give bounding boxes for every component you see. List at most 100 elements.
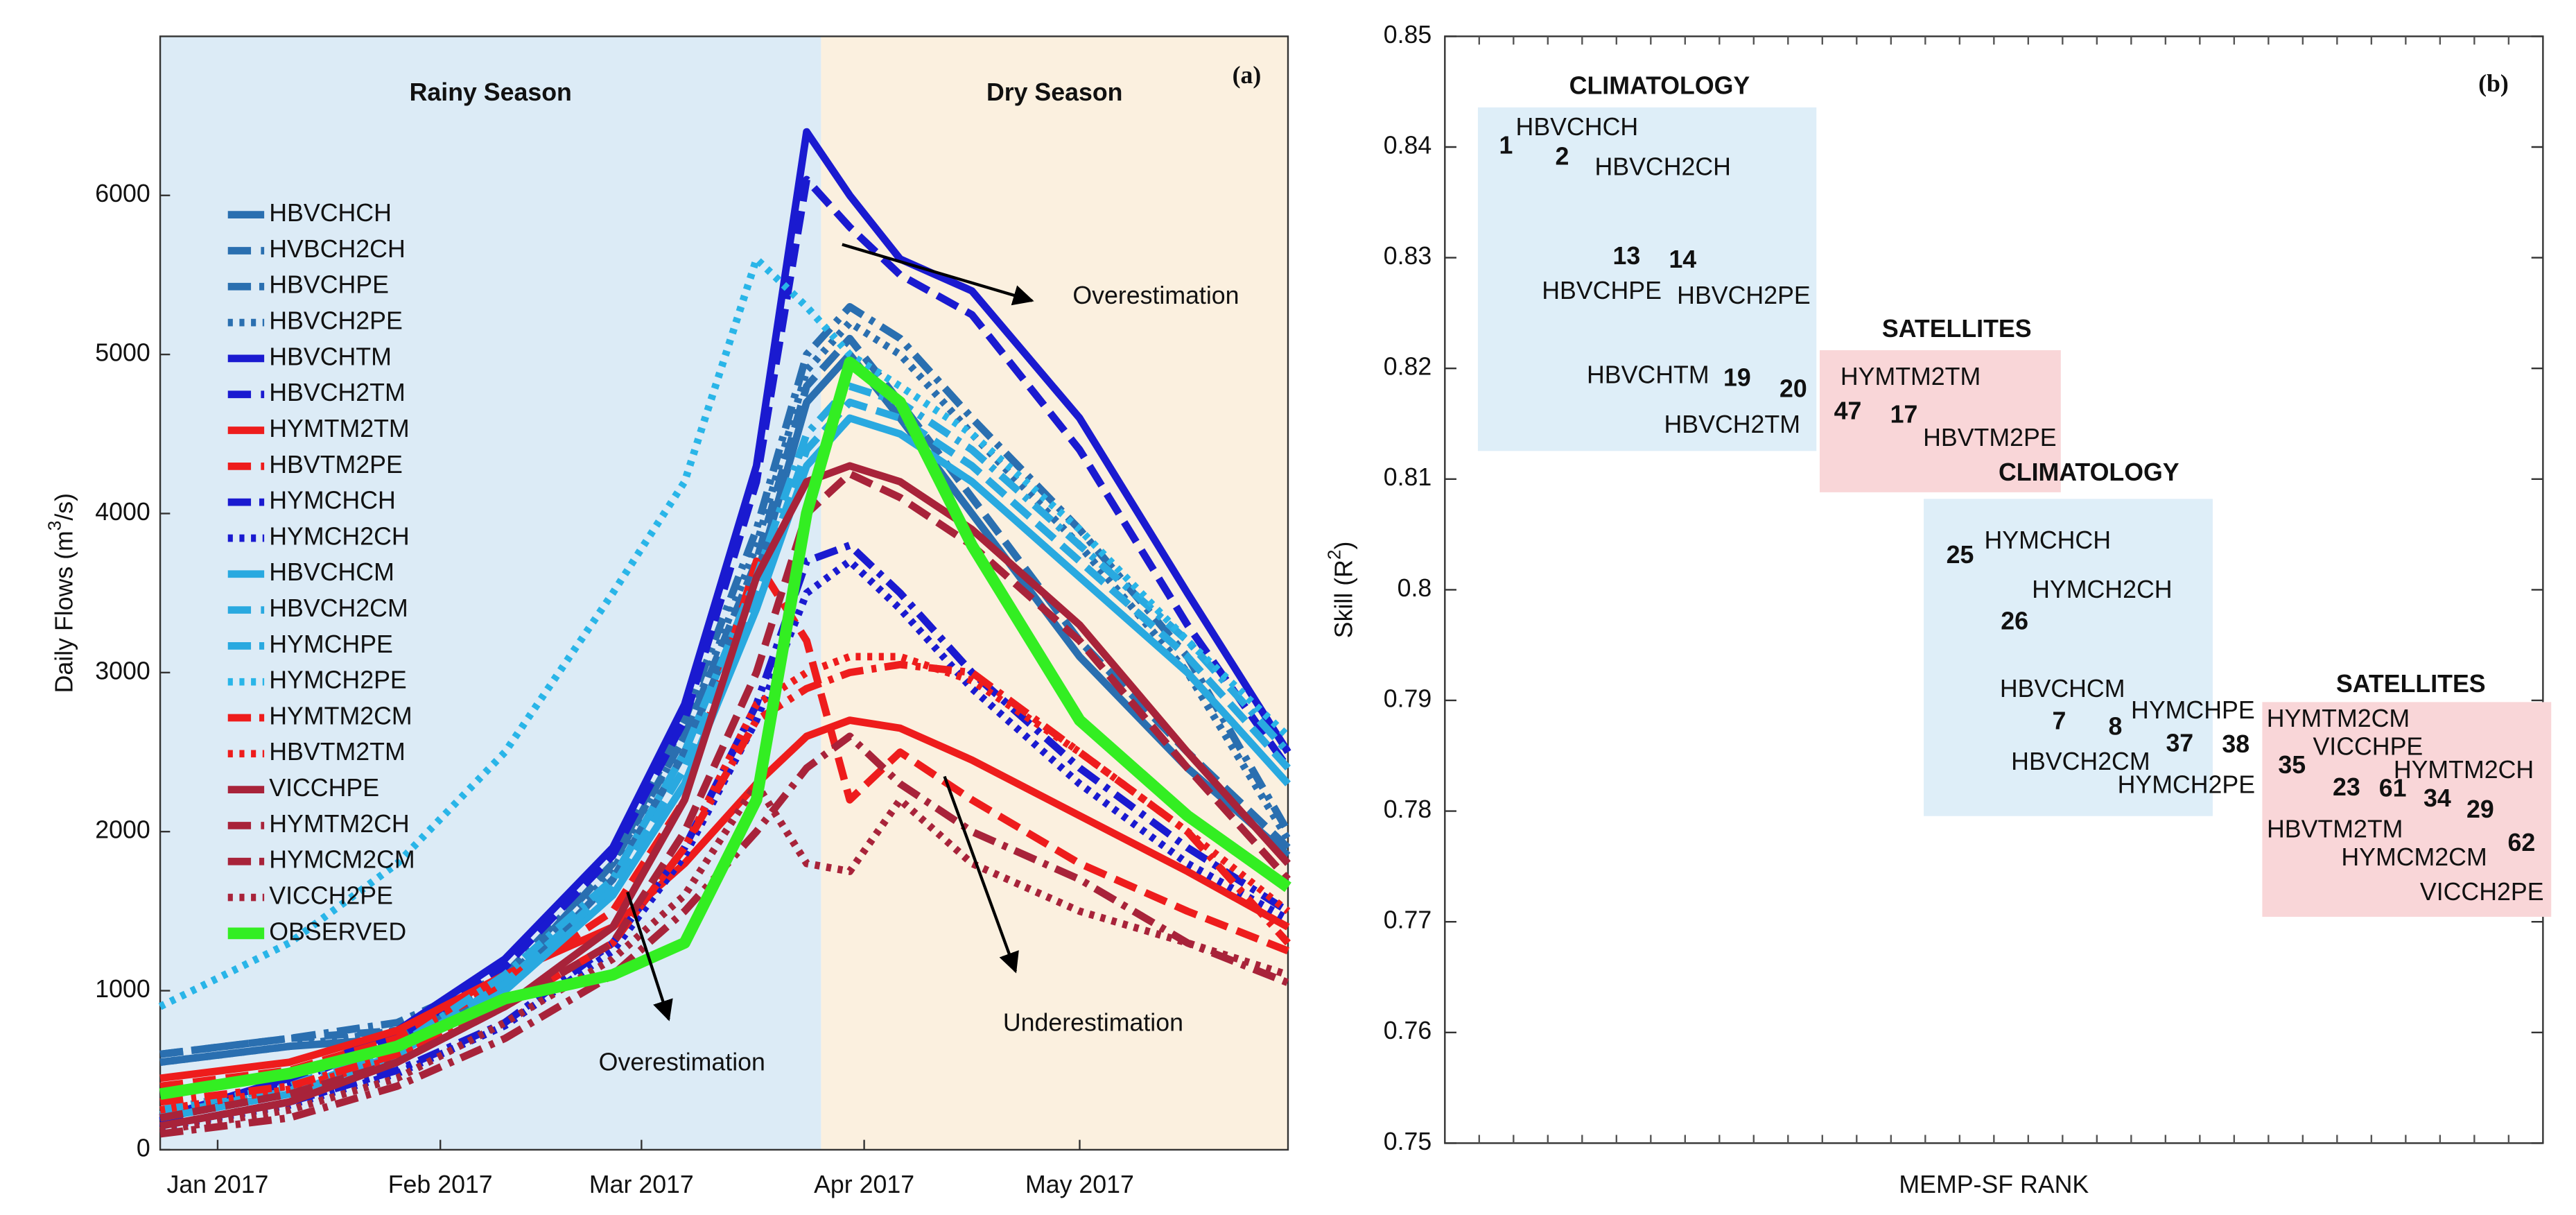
model-name: HYMTM2CH: [2394, 756, 2534, 784]
season-label: Dry Season: [986, 78, 1123, 106]
panel-label: (a): [1233, 61, 1262, 89]
y-tick-label: 0.8: [1398, 574, 1432, 602]
annotation: Overestimation: [599, 1048, 765, 1076]
rank-label: 17: [1890, 400, 1918, 428]
y-axis-label: Skill (R2): [1323, 542, 1358, 639]
group-label: SATELLITES: [2336, 670, 2486, 698]
rank-label: 61: [2379, 775, 2407, 802]
annotation-arrow: [626, 891, 673, 1022]
model-name: VICCH2PE: [2420, 878, 2544, 906]
model-name: HBVCH2TM: [1664, 411, 1800, 438]
y-tick-label: 6000: [95, 180, 150, 207]
rank-label: 47: [1834, 397, 1862, 424]
rank-label: 34: [2423, 784, 2451, 812]
x-tick-label: Mar 2017: [589, 1171, 694, 1198]
model-name: HYMTM2TM: [1840, 363, 1981, 390]
x-tick-label: Feb 2017: [388, 1171, 493, 1198]
rank-label: 2: [1555, 142, 1569, 170]
model-name: HYMTM2CM: [2267, 705, 2410, 732]
season-band: [821, 36, 1288, 1150]
y-tick-label: 0.77: [1384, 906, 1432, 934]
y-tick-label: 0.76: [1384, 1017, 1432, 1044]
legend-label: VICCHPE: [269, 774, 379, 802]
group-box: [1924, 499, 2213, 816]
annotation-arrow: [842, 243, 1034, 306]
legend-label: HYMCHPE: [269, 630, 393, 658]
y-axis-label: Daily Flows (m3/s): [44, 493, 78, 693]
legend-label: HBVCH2PE: [269, 307, 403, 335]
group-box: [2262, 702, 2552, 917]
series-line: [159, 356, 1291, 1100]
panel-label: (b): [2478, 69, 2509, 97]
legend-label: HBVCHPE: [269, 271, 389, 299]
x-tick-label: May 2017: [1025, 1171, 1134, 1198]
model-name: HBVCHTM: [1587, 361, 1709, 389]
legend-label: HBVCH2TM: [269, 379, 405, 406]
rank-label: 20: [1779, 375, 1807, 403]
y-axis-label-part: 3: [44, 521, 64, 531]
rank-label: 26: [2001, 608, 2028, 635]
legend-label: HBVCHCM: [269, 558, 394, 586]
series-line: [159, 660, 1291, 1106]
y-tick-label: 0.78: [1384, 795, 1432, 823]
legend-label: HBVTM2TM: [269, 738, 405, 766]
model-name: HBVTM2PE: [1923, 424, 2057, 451]
series-line: [159, 732, 1289, 1138]
rank-label: 1: [1499, 131, 1513, 159]
rank-label: 25: [1947, 541, 1974, 569]
y-tick-label: 0.82: [1384, 353, 1432, 381]
y-tick-label: 0: [137, 1134, 150, 1162]
y-tick-label: 0.85: [1384, 21, 1432, 49]
model-name: HYMCM2CM: [2341, 843, 2487, 871]
y-tick-label: 5000: [95, 339, 150, 367]
rank-label: 37: [2166, 729, 2193, 757]
legend-label: VICCH2PE: [269, 881, 393, 909]
y-axis-label-part: Daily Flows (m: [51, 531, 78, 693]
model-name: HBVCHCM: [2000, 675, 2125, 703]
model-name: HBVCHPE: [1542, 277, 1662, 304]
legend-label: HYMTM2TM: [269, 415, 409, 442]
x-tick-label: Apr 2017: [814, 1171, 914, 1198]
series-line: [159, 557, 1289, 1090]
model-name: VICCHPE: [2313, 733, 2423, 761]
rank-label: 13: [1612, 242, 1640, 270]
group-box: [1820, 350, 2061, 492]
series-line: [159, 716, 1290, 1083]
legend-label: OBSERVED: [269, 917, 406, 945]
y-tick-label: 2000: [95, 816, 150, 844]
x-tick-label: Jan 2017: [166, 1171, 268, 1198]
plot-frame: [159, 35, 1289, 1151]
annotation: Underestimation: [1003, 1008, 1183, 1036]
x-axis-label: MEMP-SF RANK: [1899, 1171, 2089, 1198]
rank-label: 62: [2508, 829, 2536, 856]
rank-label: 38: [2222, 730, 2249, 758]
legend-label: HYMCH2PE: [269, 666, 406, 694]
y-tick-label: 0.81: [1384, 463, 1432, 491]
model-name: HBVCH2CM: [2011, 748, 2150, 775]
model-name: HYMCH2PE: [2118, 770, 2255, 798]
legend-label: HBVCHTM: [269, 343, 392, 370]
series-line: [159, 175, 1291, 1125]
rank-label: 7: [2052, 707, 2066, 734]
rank-label: 19: [1723, 364, 1751, 392]
y-tick-label: 4000: [95, 498, 150, 526]
rank-label: 35: [2278, 751, 2306, 779]
model-name: HBVCH2CH: [1594, 153, 1731, 180]
rank-label: 14: [1669, 245, 1696, 273]
model-name: HBVCHCH: [1516, 113, 1639, 141]
legend-label: HBVCH2CM: [269, 594, 408, 622]
y-axis-label-part: ): [1330, 542, 1358, 550]
season-label: Rainy Season: [410, 78, 572, 106]
legend-label: HYMCHCH: [269, 487, 396, 515]
legend-label: HYMCH2CH: [269, 522, 409, 550]
group-box: [1477, 107, 1817, 451]
y-axis-label-part: Skill (R: [1330, 560, 1358, 638]
rank-label: 29: [2466, 795, 2494, 823]
y-tick-label: 1000: [95, 975, 150, 1003]
y-tick-label: 0.83: [1384, 242, 1432, 270]
y-tick-label: 0.79: [1384, 684, 1432, 712]
legend-label: HYMTM2CM: [269, 702, 412, 730]
series-line: [158, 255, 1291, 1010]
